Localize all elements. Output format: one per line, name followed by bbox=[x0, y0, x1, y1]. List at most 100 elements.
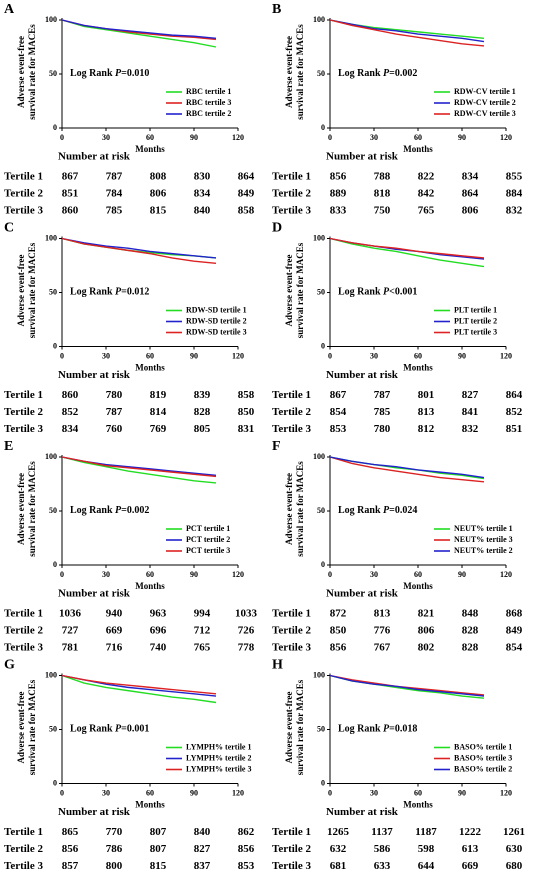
x-tick-label: 90 bbox=[190, 788, 198, 797]
risk-count: 828 bbox=[194, 406, 211, 418]
risk-row-label: Tertile 3 bbox=[272, 205, 311, 217]
risk-count: 841 bbox=[462, 406, 479, 418]
risk-count: 1265 bbox=[327, 826, 350, 838]
legend-label: PLT tertile 2 bbox=[454, 316, 497, 325]
risk-count: 872 bbox=[330, 608, 347, 620]
risk-count: 884 bbox=[506, 188, 523, 200]
x-tick-label: 0 bbox=[328, 788, 332, 797]
y-axis-label: Adverse event-free bbox=[16, 36, 26, 108]
x-axis-label: Months bbox=[135, 800, 165, 810]
risk-count: 856 bbox=[238, 843, 255, 855]
risk-row-label: Tertile 3 bbox=[272, 423, 311, 435]
risk-count: 787 bbox=[106, 171, 123, 183]
log-rank: Log Rank P=0.024 bbox=[338, 505, 417, 516]
risk-count: 806 bbox=[150, 188, 167, 200]
legend-label: BASO% tertile 3 bbox=[454, 753, 512, 762]
legend-label: RBC tertile 3 bbox=[186, 98, 231, 107]
risk-row-label: Tertile 1 bbox=[4, 608, 43, 620]
risk-count: 669 bbox=[106, 625, 123, 637]
panel-label: E bbox=[4, 439, 13, 454]
risk-row-label: Tertile 1 bbox=[272, 826, 311, 838]
x-tick-label: 120 bbox=[232, 133, 244, 142]
risk-count: 805 bbox=[194, 423, 211, 435]
risk-table-title: Number at risk bbox=[58, 588, 131, 600]
x-axis-label: Months bbox=[403, 363, 433, 373]
risk-count: 680 bbox=[506, 860, 523, 872]
risk-count: 808 bbox=[150, 171, 167, 183]
risk-count: 860 bbox=[62, 205, 79, 217]
y-tick-label: 0 bbox=[321, 341, 325, 350]
legend-label: BASO% tertile 2 bbox=[454, 764, 512, 773]
y-tick-label: 0 bbox=[53, 778, 57, 787]
risk-count: 806 bbox=[418, 625, 435, 637]
risk-count: 840 bbox=[194, 205, 211, 217]
log-rank-p: P bbox=[383, 68, 390, 79]
risk-count: 994 bbox=[194, 608, 211, 620]
x-tick-label: 90 bbox=[190, 351, 198, 360]
panel-label: G bbox=[4, 658, 15, 673]
survival-curve bbox=[329, 237, 485, 259]
risk-count: 819 bbox=[150, 389, 167, 401]
legend-label: PLT tertile 1 bbox=[454, 305, 497, 314]
risk-count: 857 bbox=[62, 860, 79, 872]
risk-count: 837 bbox=[194, 860, 211, 872]
legend-label: RDW-CV tertile 2 bbox=[454, 98, 516, 107]
survival-curve bbox=[61, 19, 217, 40]
legend-label: NEUT% tertile 1 bbox=[454, 524, 513, 533]
risk-count: 867 bbox=[62, 171, 79, 183]
log-rank: Log Rank P=0.002 bbox=[338, 68, 417, 79]
risk-count: 1187 bbox=[415, 826, 437, 838]
risk-count: 821 bbox=[418, 608, 435, 620]
x-tick-label: 30 bbox=[370, 133, 378, 142]
legend-label: RBC tertile 2 bbox=[186, 109, 231, 118]
panel-label: D bbox=[272, 221, 282, 236]
log-rank-value: =0.024 bbox=[389, 505, 417, 516]
survival-curve bbox=[61, 456, 217, 478]
legend-label: BASO% tertile 1 bbox=[454, 742, 512, 751]
legend-label: RDW-SD tertile 3 bbox=[186, 327, 247, 336]
log-rank-p: P bbox=[383, 724, 390, 735]
risk-count: 767 bbox=[374, 642, 391, 654]
risk-count: 780 bbox=[106, 389, 123, 401]
risk-count: 827 bbox=[194, 843, 211, 855]
x-tick-label: 0 bbox=[60, 351, 64, 360]
y-axis-label: survival rate for MACEs bbox=[295, 24, 305, 120]
survival-curve bbox=[329, 237, 485, 268]
risk-count: 781 bbox=[62, 642, 79, 654]
y-axis-label: survival rate for MACEs bbox=[27, 461, 37, 557]
risk-count: 716 bbox=[106, 642, 123, 654]
y-axis-label: survival rate for MACEs bbox=[27, 679, 37, 775]
risk-count: 834 bbox=[194, 188, 211, 200]
x-tick-label: 60 bbox=[146, 133, 154, 142]
risk-count: 802 bbox=[418, 642, 435, 654]
x-tick-label: 0 bbox=[328, 133, 332, 142]
risk-count: 852 bbox=[506, 406, 523, 418]
risk-count: 850 bbox=[330, 625, 347, 637]
risk-count: 851 bbox=[506, 423, 523, 435]
risk-count: 630 bbox=[506, 843, 523, 855]
y-tick-label: 100 bbox=[313, 670, 325, 679]
survival-curve bbox=[329, 456, 485, 483]
risk-count: 867 bbox=[330, 389, 347, 401]
risk-row-label: Tertile 2 bbox=[272, 406, 311, 418]
log-rank-text: Log Rank bbox=[70, 724, 115, 735]
legend-label: LYMPH% tertile 1 bbox=[186, 742, 251, 751]
legend-label: RDW-CV tertile 1 bbox=[454, 87, 516, 96]
log-rank: Log Rank P=0.002 bbox=[70, 505, 149, 516]
y-axis-label: Adverse event-free bbox=[284, 473, 294, 545]
y-tick-label: 0 bbox=[53, 123, 57, 132]
log-rank: Log Rank P=0.012 bbox=[70, 287, 149, 298]
risk-count: 800 bbox=[106, 860, 123, 872]
risk-row-label: Tertile 3 bbox=[4, 205, 43, 217]
risk-count: 815 bbox=[150, 860, 167, 872]
risk-count: 854 bbox=[506, 642, 523, 654]
y-tick-label: 0 bbox=[321, 778, 325, 787]
risk-count: 788 bbox=[374, 171, 391, 183]
survival-curve bbox=[61, 19, 217, 48]
log-rank: Log Rank P=0.010 bbox=[70, 68, 149, 79]
risk-count: 712 bbox=[194, 625, 211, 637]
y-tick-label: 50 bbox=[49, 287, 57, 296]
x-tick-label: 60 bbox=[414, 133, 422, 142]
log-rank-text: Log Rank bbox=[338, 724, 383, 735]
risk-count: 613 bbox=[462, 843, 479, 855]
